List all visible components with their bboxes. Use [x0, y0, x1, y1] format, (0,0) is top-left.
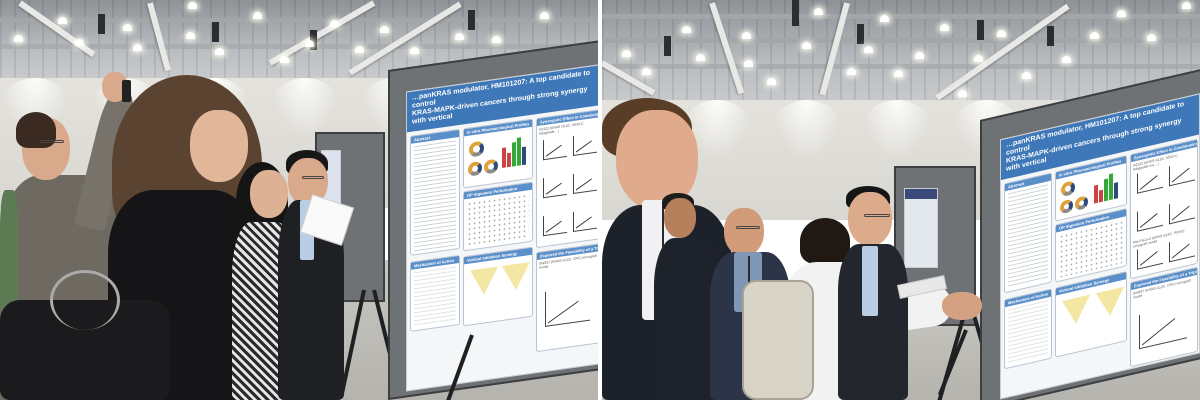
ceiling-light — [455, 33, 464, 40]
ceiling-light — [767, 78, 776, 85]
section-vertical-inhibition: Vertical Inhibition Synergy — [1055, 271, 1127, 358]
ceiling — [602, 0, 1200, 105]
section-signature: OP Signature Perturbation — [1055, 208, 1127, 283]
ceiling-light — [380, 26, 389, 33]
phone — [122, 80, 131, 102]
ceiling-light — [215, 48, 224, 55]
ceiling-light — [253, 12, 262, 19]
research-poster: …panKRAS modulator, HM101207: A top cand… — [406, 64, 598, 392]
ceiling-light — [696, 54, 705, 61]
section-vertical-inhibition: Vertical Inhibition Synergy — [463, 246, 533, 327]
ceiling-light — [1062, 56, 1071, 63]
section-signature: OP Signature Perturbation — [463, 181, 533, 252]
ceiling-light — [280, 56, 289, 63]
ceiling-light — [123, 24, 132, 31]
ceiling-light — [974, 55, 983, 62]
ceiling-light — [58, 17, 67, 24]
ceiling-light — [880, 15, 889, 22]
right-photo: …panKRAS modulator, HM101207: A top cand… — [602, 0, 1200, 400]
left-photo: …panKRAS modulator, HM101207: A top cand… — [0, 0, 598, 400]
ceiling-light — [540, 12, 549, 19]
ceiling-light — [1182, 2, 1191, 9]
section-triple-combo: Explored the Feasibility of a Triple Com… — [1130, 266, 1198, 368]
background-poster — [904, 188, 938, 268]
ceiling-light — [744, 60, 753, 67]
section-mechanism: Mechanism of Action — [410, 254, 460, 332]
ceiling-light — [864, 46, 873, 53]
ceiling-light — [742, 32, 751, 39]
ceiling-light — [958, 90, 967, 97]
ceiling-light — [410, 47, 419, 54]
ceiling-light — [940, 24, 949, 31]
ceiling-light — [188, 2, 197, 9]
section-profiles: In vitro Pharmacological Profiles — [463, 118, 533, 189]
ceiling — [0, 0, 598, 80]
section-synergy: Synergistic Effect in Combination with… … — [1130, 138, 1198, 280]
ceiling-light — [14, 35, 23, 42]
ceiling-light — [305, 40, 314, 47]
poster-board: …panKRAS modulator, HM101207: A top cand… — [980, 68, 1200, 400]
ceiling-light — [802, 42, 811, 49]
ceiling-light — [355, 46, 364, 53]
section-triple-combo: Explored the Feasibility of a Triple Com… — [536, 243, 598, 353]
ceiling-light — [682, 26, 691, 33]
ceiling-light — [186, 32, 195, 39]
section-mechanism: Mechanism of Action — [1004, 288, 1052, 370]
poster-board: …panKRAS modulator, HM101207: A top cand… — [388, 39, 598, 400]
ceiling-light — [894, 70, 903, 77]
ceiling-light — [814, 8, 823, 15]
ceiling-light — [492, 36, 501, 43]
backpack — [742, 280, 814, 400]
photo-divider — [598, 0, 602, 400]
ceiling-light — [133, 44, 142, 51]
ceiling-light — [1090, 32, 1099, 39]
ceiling-light — [330, 20, 339, 27]
research-poster: …panKRAS modulator, HM101207: A top cand… — [1000, 93, 1200, 400]
section-abstract: Abstract — [410, 128, 460, 256]
ceiling-light — [1022, 72, 1031, 79]
ceiling-light — [1147, 34, 1156, 41]
ceiling-light — [997, 30, 1006, 37]
ceiling-light — [642, 68, 651, 75]
section-abstract: Abstract — [1004, 172, 1052, 294]
section-synergy: Synergistic Effect in Combination with… … — [536, 109, 598, 249]
ceiling-light — [1117, 10, 1126, 17]
ceiling-light — [847, 68, 856, 75]
ceiling-light — [622, 50, 631, 57]
ceiling-light — [75, 39, 84, 46]
ceiling-light — [915, 52, 924, 59]
